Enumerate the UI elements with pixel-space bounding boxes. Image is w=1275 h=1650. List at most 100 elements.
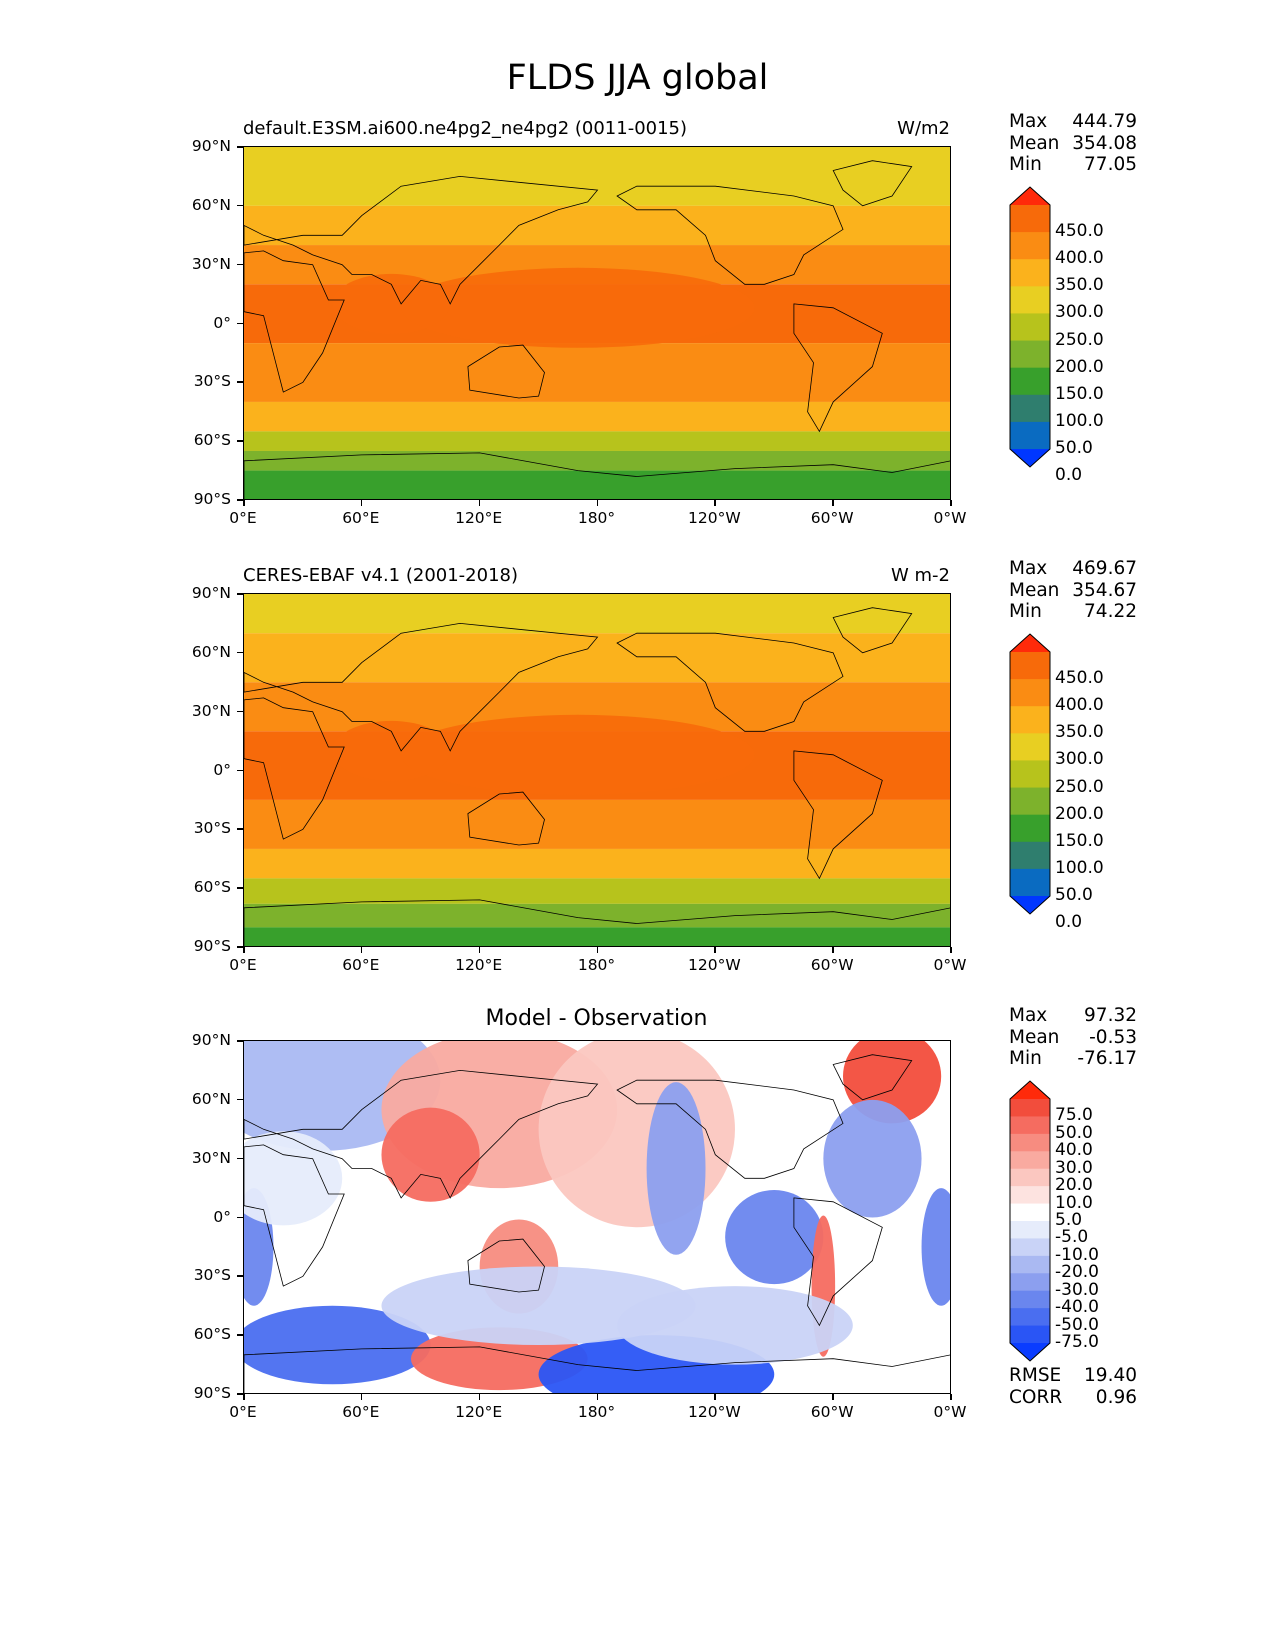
stat-value: 77.05	[1084, 154, 1137, 175]
map-field	[244, 1041, 950, 1393]
stat-row: Max 469.67	[1009, 558, 1137, 580]
colorbar-segment	[1010, 868, 1050, 897]
x-tick-mark	[950, 500, 952, 506]
coastline	[832, 1054, 913, 1101]
colorbar-label: -50.0	[1055, 1314, 1099, 1335]
colorbar-wrap	[1009, 1080, 1051, 1366]
coastline	[793, 1197, 883, 1327]
colorbar-label: 40.0	[1055, 1140, 1093, 1161]
colorbar	[1009, 633, 1051, 915]
x-tick-label: 60°W	[810, 956, 854, 974]
map-plot-2	[243, 593, 951, 947]
y-tick-mark	[237, 1334, 243, 1336]
colorbar-extend-top	[1010, 1081, 1050, 1099]
colorbar-segment	[1010, 286, 1050, 314]
stat-value: 354.67	[1072, 579, 1137, 601]
colorbar-segment	[1010, 259, 1050, 287]
colorbar-segment	[1010, 706, 1050, 734]
stat-row: Mean 354.08	[1009, 133, 1137, 155]
y-tick-label: 90°N	[191, 137, 231, 155]
anomaly-region	[244, 1131, 343, 1226]
stat-value: 354.08	[1072, 132, 1137, 154]
coastline	[244, 250, 345, 393]
anomaly-region	[921, 1188, 950, 1306]
colorbar-label: 400.0	[1055, 248, 1104, 269]
y-tick-mark	[237, 263, 243, 266]
stat-label: Min	[1009, 1048, 1042, 1069]
coastline	[616, 632, 844, 732]
stat-row: Max 444.79	[1009, 111, 1137, 133]
stat-row: Min 74.22	[1009, 601, 1137, 623]
y-tick-mark	[237, 946, 243, 948]
colorbar-label: 75.0	[1055, 1105, 1093, 1126]
colorbar-extend-bottom	[1010, 1343, 1050, 1361]
lat-band	[244, 633, 950, 683]
x-tick-mark	[478, 1394, 481, 1400]
x-tick-mark	[478, 947, 481, 953]
colorbar-segment	[1010, 733, 1050, 761]
lat-band	[244, 343, 950, 402]
figure-title: FLDS JJA global	[506, 58, 769, 98]
coastline	[244, 1069, 599, 1199]
colorbar-segment	[1010, 787, 1050, 816]
x-tick-mark	[243, 1394, 245, 1400]
y-tick-mark	[237, 204, 243, 207]
colorbar-segment	[1010, 313, 1050, 342]
stat-value: -0.53	[1089, 1026, 1137, 1048]
colorbar-label: -40.0	[1055, 1297, 1099, 1318]
coastline	[244, 452, 950, 499]
map-plot-1	[243, 146, 951, 500]
colorbar-outline	[1009, 633, 1051, 915]
y-tick-mark	[237, 381, 243, 383]
stat-label: Mean	[1009, 1026, 1060, 1048]
stat-row: CORR 0.96	[1009, 1387, 1137, 1409]
colorbar-segment	[1010, 1151, 1050, 1170]
stats-block: Max 97.32 Mean -0.53 Min -76.17	[1009, 1005, 1137, 1070]
y-tick-mark	[237, 887, 243, 889]
colorbar-label: 100.0	[1055, 410, 1104, 431]
x-tick-mark	[832, 947, 834, 953]
colorbar-label: 200.0	[1055, 356, 1104, 377]
stat-row: Min -76.17	[1009, 1048, 1137, 1070]
coastline	[244, 1144, 345, 1287]
y-tick-label: 30°S	[193, 372, 231, 391]
y-tick-label: 60°N	[191, 642, 231, 661]
y-tick-label: 60°S	[193, 431, 231, 450]
x-tick-mark	[714, 500, 716, 506]
colorbar-segment	[1010, 760, 1050, 789]
colorbar-label: 450.0	[1055, 668, 1104, 689]
x-tick-mark	[832, 500, 834, 506]
colorbar-label: 250.0	[1055, 329, 1104, 350]
colorbar-segment	[1010, 1116, 1050, 1135]
coastline	[832, 160, 913, 207]
y-tick-mark	[237, 1216, 243, 1218]
stat-value: 74.22	[1084, 601, 1137, 622]
warm-region	[332, 273, 451, 334]
x-tick-mark	[714, 1394, 716, 1400]
y-tick-mark	[237, 146, 243, 148]
coastline	[616, 1079, 844, 1179]
colorbar-label: 400.0	[1055, 695, 1104, 716]
x-tick-mark	[596, 500, 598, 506]
colorbar-label: 250.0	[1055, 776, 1104, 797]
colorbar-segment	[1010, 1168, 1050, 1187]
stat-label: Max	[1009, 1005, 1048, 1026]
colorbar-segment	[1010, 1308, 1050, 1327]
y-tick-label: 90°S	[193, 937, 231, 955]
coastline	[467, 791, 545, 846]
y-tick-label: 0°	[213, 1207, 231, 1226]
lat-band	[244, 147, 950, 206]
anomaly-region	[646, 1082, 706, 1255]
stat-value: 469.67	[1072, 558, 1137, 579]
y-tick-mark	[237, 1040, 243, 1042]
x-tick-mark	[950, 947, 952, 953]
panel-units: W m-2	[890, 565, 950, 586]
coastline	[244, 899, 950, 946]
x-tick-label: 0°W	[933, 509, 967, 527]
anomaly-region	[823, 1099, 922, 1218]
lat-band	[244, 470, 950, 499]
y-tick-label: 60°N	[191, 1089, 231, 1108]
panel-center-title: Model - Observation	[485, 1006, 708, 1031]
coastline	[244, 1346, 950, 1393]
stat-value: 444.79	[1072, 111, 1137, 132]
